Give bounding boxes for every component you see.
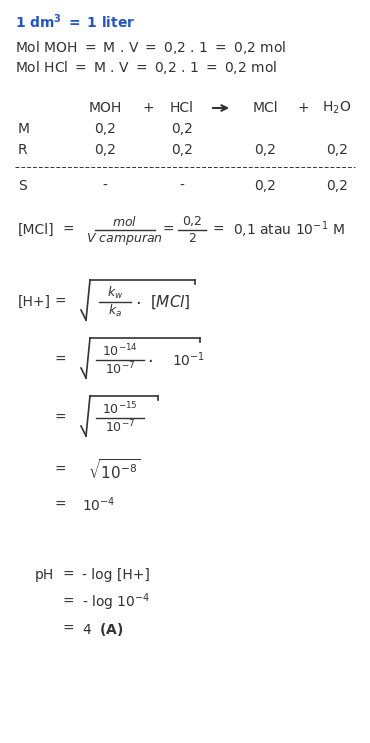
Text: =: = [62,595,74,609]
Text: 0,1 atau 10$^{-1}$ M: 0,1 atau 10$^{-1}$ M [233,220,345,240]
Text: $10^{-1}$: $10^{-1}$ [172,351,205,369]
Text: $10^{-7}$: $10^{-7}$ [105,360,135,377]
Text: [H+]: [H+] [18,295,51,309]
Text: 0,2: 0,2 [182,215,202,229]
Text: =: = [62,568,74,582]
Text: -: - [102,179,107,193]
Text: 0,2: 0,2 [171,122,193,136]
Text: 0,2: 0,2 [326,143,348,157]
Text: MOH: MOH [88,101,122,115]
Text: $10^{-4}$: $10^{-4}$ [82,496,115,514]
Text: $10^{-7}$: $10^{-7}$ [105,419,135,435]
Text: H$_2$O: H$_2$O [322,100,351,116]
Text: =: = [162,223,174,237]
Text: $\cdot$: $\cdot$ [147,351,153,369]
Text: 4  $\mathbf{(A)}$: 4 $\mathbf{(A)}$ [82,620,124,637]
Text: $[MCl]$: $[MCl]$ [149,293,190,311]
Text: Mol HCl $=$ M . V $=$ 0,2 . 1 $=$ 0,2 mol: Mol HCl $=$ M . V $=$ 0,2 . 1 $=$ 0,2 mo… [15,59,277,77]
Text: 0,2: 0,2 [94,143,116,157]
Text: S: S [18,179,27,193]
Text: [MCl]: [MCl] [18,223,55,237]
Text: R: R [18,143,28,157]
Text: =: = [55,411,67,425]
Text: =: = [62,622,74,636]
Text: 0,2: 0,2 [254,143,276,157]
Text: HCl: HCl [170,101,194,115]
Text: 0,2: 0,2 [254,179,276,193]
Text: - log 10$^{-4}$: - log 10$^{-4}$ [82,591,151,613]
Text: +: + [142,101,154,115]
Text: 0,2: 0,2 [326,179,348,193]
Text: MCl: MCl [252,101,278,115]
Text: =: = [62,223,74,237]
Text: +: + [297,101,309,115]
Text: 0,2: 0,2 [171,143,193,157]
Text: 2: 2 [188,233,196,245]
Text: pH: pH [35,568,54,582]
Text: =: = [55,498,67,512]
Text: =: = [55,463,67,477]
Text: $k_a$: $k_a$ [108,303,122,319]
Text: =: = [55,353,67,367]
Text: $\cdot$: $\cdot$ [135,293,141,311]
Text: $10^{-14}$: $10^{-14}$ [102,343,138,360]
Text: =: = [213,223,225,237]
Text: $\sqrt{10^{-8}}$: $\sqrt{10^{-8}}$ [88,458,140,482]
Text: Mol MOH $=$ M . V $=$ 0,2 . 1 $=$ 0,2 mol: Mol MOH $=$ M . V $=$ 0,2 . 1 $=$ 0,2 mo… [15,39,286,56]
Text: $mol$: $mol$ [112,215,138,229]
Text: $10^{-15}$: $10^{-15}$ [102,400,138,418]
Text: M: M [18,122,30,136]
Text: $\mathbf{1\ dm^3\ =\ 1\ liter}$: $\mathbf{1\ dm^3\ =\ 1\ liter}$ [15,13,135,31]
Text: $V\ campuran$: $V\ campuran$ [87,231,164,247]
Text: - log [H+]: - log [H+] [82,568,150,582]
Text: =: = [55,295,67,309]
Text: $k_w$: $k_w$ [107,285,123,301]
Text: -: - [179,179,184,193]
Text: 0,2: 0,2 [94,122,116,136]
